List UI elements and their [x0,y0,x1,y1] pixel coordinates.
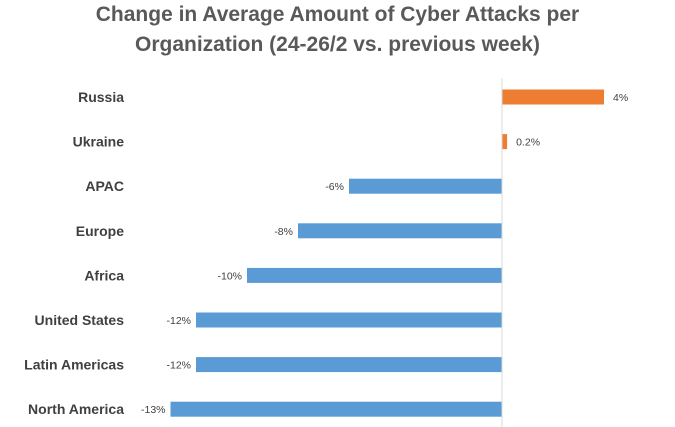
bar-latin-americas [196,357,502,373]
bar-russia [502,89,604,105]
data-label-apac: -6% [325,181,344,193]
data-label-north-america: -13% [141,404,166,416]
category-label-latin-americas: Latin Americas [24,357,124,373]
data-label-ukraine: 0.2% [516,137,540,149]
category-label-united-states: United States [35,312,125,328]
plot-area: Russia 4% Ukraine 0.2% APAC -6% Europe -8% Afric… [24,78,628,427]
category-label-ukraine: Ukraine [73,134,125,150]
data-label-europe: -8% [274,226,293,238]
data-label-latin-americas: -12% [166,360,191,372]
bar-ukraine [502,134,508,150]
chart-title-line-1: Change in Average Amount of Cyber Attack… [96,3,579,26]
category-label-europe: Europe [76,223,124,239]
category-label-africa: Africa [84,267,124,283]
bar-north-america [170,401,502,417]
bar-apac [349,178,502,194]
data-label-africa: -10% [217,270,242,282]
chart-title-line-2: Organization (24-26/2 vs. previous week) [135,33,540,56]
data-label-russia: 4% [613,92,628,104]
bar-africa [247,267,502,283]
category-label-russia: Russia [78,89,124,105]
bar-europe [298,223,502,239]
bar-united-states [196,312,502,328]
category-label-apac: APAC [85,178,124,194]
data-label-united-states: -12% [166,315,191,327]
category-label-north-america: North America [28,401,124,417]
